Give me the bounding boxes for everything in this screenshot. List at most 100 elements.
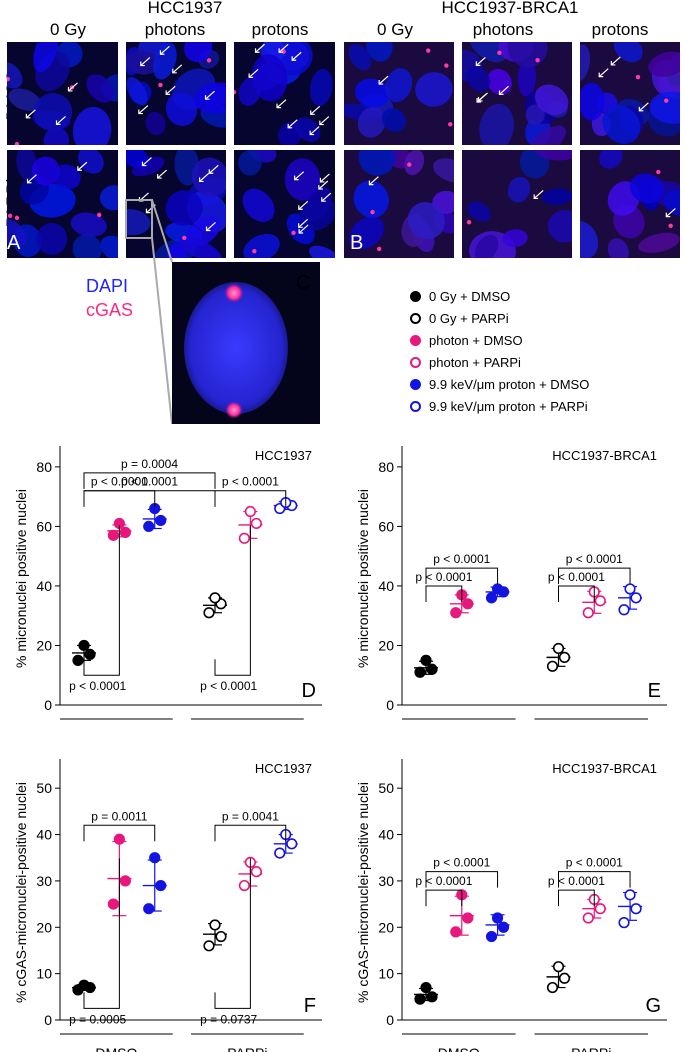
column-header-0gy: 0 Gy: [50, 20, 86, 39]
nucleus: [507, 176, 531, 203]
series-9-9-kev-m-proton-dmso: [142, 502, 167, 533]
y-tick-label: 20: [36, 637, 52, 653]
y-tick-label: 20: [378, 637, 394, 653]
data-point: [250, 866, 262, 878]
legend-item: photon + PARPi: [410, 355, 521, 370]
nucleus: [541, 188, 572, 205]
arrow-icon: [533, 189, 544, 200]
nucleus: [165, 190, 203, 226]
nucleus: [384, 68, 413, 103]
data-point: [149, 852, 161, 864]
micrograph-cell: [234, 150, 335, 258]
nucleus: [433, 158, 454, 183]
nucleus: [534, 84, 569, 116]
y-tick-label: 30: [378, 873, 394, 889]
data-point: [78, 979, 90, 991]
cgas-micronucleus: [224, 283, 244, 303]
nucleus: [629, 173, 664, 204]
legend-item: 0 Gy + PARPi: [410, 311, 509, 326]
data-point: [274, 847, 286, 859]
y-tick-label: 20: [36, 919, 52, 935]
p-value-label: p < 0.0001: [433, 856, 490, 870]
group-header-hcc1937: HCC1937: [147, 0, 223, 17]
data-point: [594, 903, 606, 915]
nucleus: [353, 180, 389, 218]
data-point: [558, 651, 571, 663]
arrow-icon: [598, 68, 609, 78]
y-tick-label: 0: [44, 1012, 52, 1028]
nucleus: [365, 42, 393, 62]
significance-bracket: p < 0.0001: [415, 570, 473, 602]
legend-marker-icon: [410, 401, 421, 412]
nucleus: [381, 108, 406, 132]
significance-bracket: p < 0.0001: [548, 874, 605, 907]
nucleus: [602, 105, 641, 144]
nucleus: [298, 197, 335, 231]
nucleus: [309, 245, 335, 258]
column-header-photons: photons: [472, 20, 534, 39]
y-axis-label: % cGAS-micronuclei-positive nuclei: [13, 782, 29, 1003]
chart-micronuclei-hcc1937-brca1: 0 20 40 60 80 % micronuclei positive nuclei HC…: [355, 446, 667, 720]
nucleus: [580, 221, 599, 258]
y-axis-label: % micronuclei positive nuclei: [13, 489, 29, 668]
p-value-label: p < 0.0001: [121, 475, 178, 489]
nucleus: [36, 223, 68, 255]
series-photon-parpi: [582, 893, 607, 924]
data-point: [155, 514, 167, 527]
nucleus: [407, 202, 445, 240]
legend-label: photon + PARPi: [429, 355, 521, 370]
data-point: [546, 981, 559, 994]
cgas-focus: [234, 89, 237, 95]
significance-bracket: p = 0.0005: [69, 858, 127, 1026]
data-point: [113, 833, 125, 845]
nucleus: [43, 127, 70, 145]
y-tick-label: 20: [378, 919, 394, 935]
arrow-icon: [310, 105, 321, 115]
data-point: [286, 838, 298, 850]
nucleus: [53, 164, 81, 190]
significance-bracket: p < 0.0001: [425, 856, 499, 888]
significance-bracket: p < 0.0001: [558, 552, 631, 585]
p-value-label: p < 0.0001: [566, 552, 623, 566]
data-point: [462, 598, 474, 610]
legend-item: 9.9 keV/μm proton + PARPi: [410, 399, 588, 414]
p-value-label: p = 0.0041: [222, 809, 279, 823]
arrow-icon: [665, 208, 676, 218]
data-point: [450, 607, 462, 619]
significance-bracket: p < 0.0001: [558, 856, 631, 888]
nucleus: [86, 74, 114, 103]
data-point: [552, 961, 565, 973]
chart-cgas-hcc1937-brca1: 0 10 20 30 40 50 % cGAS-micronuclei-positive n…: [355, 759, 667, 1052]
data-point: [203, 940, 215, 952]
arrow-icon: [475, 56, 486, 67]
arrow-icon: [157, 169, 168, 179]
zoom-region-box: [125, 199, 153, 239]
arrow-icon: [138, 105, 149, 115]
nucleus: [614, 42, 643, 63]
cgas-focus: [291, 230, 296, 235]
data-point: [250, 517, 262, 530]
legend-label: 9.9 keV/μm proton + PARPi: [429, 399, 588, 414]
y-tick-label: 80: [378, 459, 394, 475]
data-point: [238, 532, 250, 544]
data-point: [618, 604, 630, 616]
arrow-icon: [287, 119, 298, 129]
cgas-focus: [7, 76, 10, 82]
nucleus: [33, 93, 73, 132]
micrograph-cell: [462, 150, 572, 258]
significance-bracket: p < 0.0001: [415, 874, 473, 907]
column-header-photons: photons: [144, 20, 206, 39]
legend-label: 0 Gy + PARPi: [429, 311, 509, 326]
panel-letter-c: C: [296, 272, 311, 294]
nucleus: [8, 88, 41, 111]
nucleus: [193, 82, 226, 114]
series-photon-parpi: [238, 505, 263, 544]
zoom-line-top: [151, 199, 173, 263]
micrograph-cell: [126, 150, 226, 258]
nucleus: [145, 111, 166, 136]
nucleus: [415, 72, 453, 107]
legend-marker-icon: [410, 357, 421, 368]
p-value-label: p < 0.0001: [222, 475, 279, 489]
y-tick-label: 0: [386, 697, 394, 713]
arrow-icon: [276, 99, 287, 109]
